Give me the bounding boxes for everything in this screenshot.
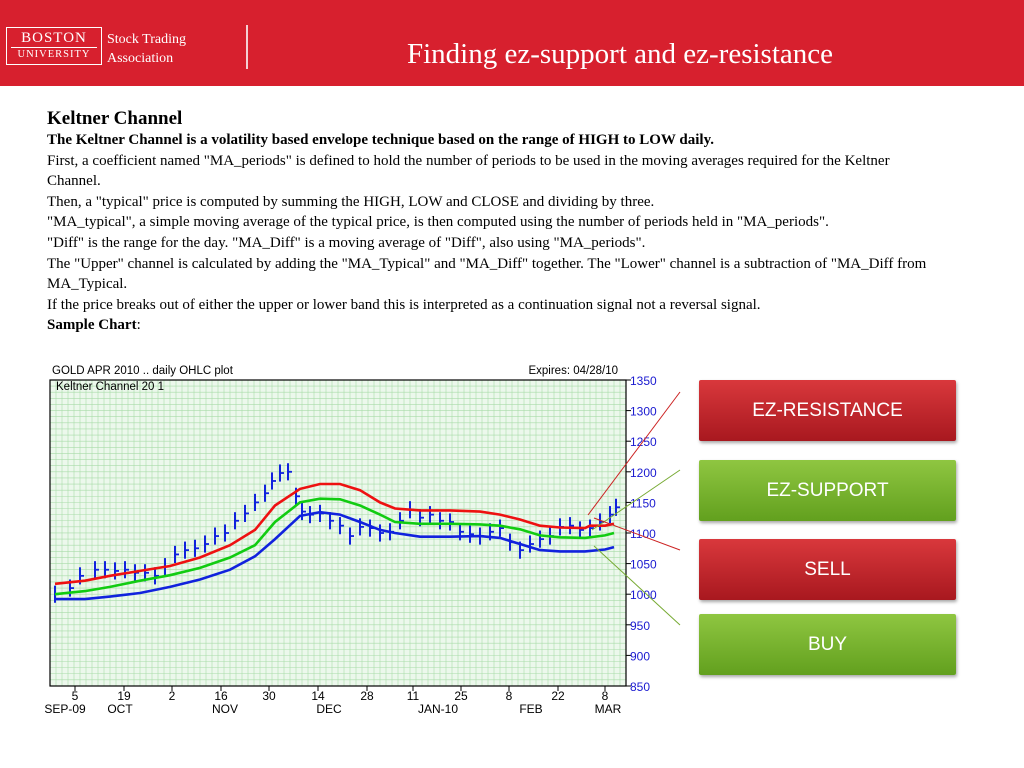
y-tick-label: 1050: [630, 558, 657, 572]
x-day-label: 5: [72, 689, 79, 703]
x-month-label: FEB: [519, 702, 542, 716]
y-tick-label: 1350: [630, 374, 657, 388]
paragraph-4: "Diff" is the range for the day. "MA_Dif…: [47, 234, 646, 251]
paragraph-3: "MA_typical", a simple moving average of…: [47, 214, 829, 231]
paragraph-5: The "Upper" channel is calculated by add…: [47, 255, 927, 293]
buy-button[interactable]: BUY: [699, 614, 956, 675]
y-tick-label: 1000: [630, 588, 657, 602]
boston-university-logo: BOSTON UNIVERSITY: [6, 27, 102, 65]
chart-legend: Keltner Channel 20 1: [56, 381, 164, 393]
x-day-label: 8: [506, 689, 513, 703]
ez-resistance-button[interactable]: EZ-RESISTANCE: [699, 380, 956, 441]
org-line2: Association: [107, 51, 174, 66]
organization-name: Stock Trading Association: [107, 30, 186, 68]
x-month-label: NOV: [212, 702, 238, 716]
x-day-label: 30: [262, 689, 276, 703]
section-heading: Keltner Channel: [47, 108, 183, 129]
header-bar: BOSTON UNIVERSITY Stock Trading Associat…: [0, 0, 1024, 86]
x-month-label: OCT: [107, 702, 133, 716]
x-axis-ticks: 5 19 2 16 30 14 28 11 25 8 22 8 SEP-09 OCT NOV DEC JAN-1…: [44, 686, 622, 716]
x-day-label: 16: [214, 689, 228, 703]
sample-chart-label: Sample Chart: [47, 317, 137, 334]
keltner-channel-chart: GOLD APR 2010 .. daily OHLC plot Expires…: [44, 365, 657, 716]
header-divider: [246, 25, 248, 69]
x-day-label: 25: [454, 689, 468, 703]
chart-title: GOLD APR 2010 .. daily OHLC plot: [52, 365, 234, 377]
paragraph-6: If the price breaks out of either the up…: [47, 296, 761, 313]
y-tick-label: 1100: [630, 527, 656, 541]
x-day-label: 2: [169, 689, 176, 703]
slide-title: Finding ez-support and ez-resistance: [407, 38, 833, 70]
y-tick-label: 1200: [630, 466, 657, 480]
y-tick-label: 850: [630, 680, 650, 694]
ez-support-button[interactable]: EZ-SUPPORT: [699, 460, 956, 521]
x-month-label: DEC: [316, 702, 342, 716]
y-tick-label: 950: [630, 619, 650, 633]
y-tick-label: 900: [630, 649, 650, 663]
y-axis-ticks: 1350 1300 1250 1200 1150 1100 1050 1000 950 900 85…: [626, 374, 657, 694]
x-day-label: 11: [407, 689, 420, 703]
slide-body: Keltner Channel The Keltner Channel is a…: [47, 108, 947, 336]
x-day-label: 14: [311, 689, 325, 703]
sell-button[interactable]: SELL: [699, 539, 956, 600]
x-month-label: JAN-10: [418, 702, 458, 716]
logo-top-text: BOSTON: [21, 30, 87, 46]
upper-channel-line: [54, 482, 615, 586]
x-month-label: MAR: [595, 702, 622, 716]
x-month-label: SEP-09: [44, 702, 86, 716]
channel-bands: [54, 482, 615, 601]
paragraph-1: First, a coefficient named "MA_periods" …: [47, 152, 890, 190]
y-tick-label: 1250: [630, 435, 657, 449]
logo-bottom-text: UNIVERSITY: [11, 47, 97, 61]
y-tick-label: 1300: [630, 405, 657, 419]
x-day-label: 19: [117, 689, 131, 703]
org-line1: Stock Trading: [107, 32, 186, 47]
lower-channel-line: [55, 510, 615, 601]
sample-chart-colon: :: [136, 317, 141, 334]
y-tick-label: 1150: [630, 496, 656, 510]
intro-text: The Keltner Channel is a volatility base…: [47, 132, 714, 148]
paragraph-2: Then, a "typical" price is computed by s…: [47, 193, 655, 210]
sample-chart-caption: Sample Chart:: [47, 315, 947, 336]
chart-expiry: Expires: 04/28/10: [528, 365, 618, 377]
x-day-label: 28: [360, 689, 374, 703]
x-day-label: 8: [602, 689, 609, 703]
middle-channel-line: [54, 497, 615, 596]
x-day-label: 22: [551, 689, 565, 703]
